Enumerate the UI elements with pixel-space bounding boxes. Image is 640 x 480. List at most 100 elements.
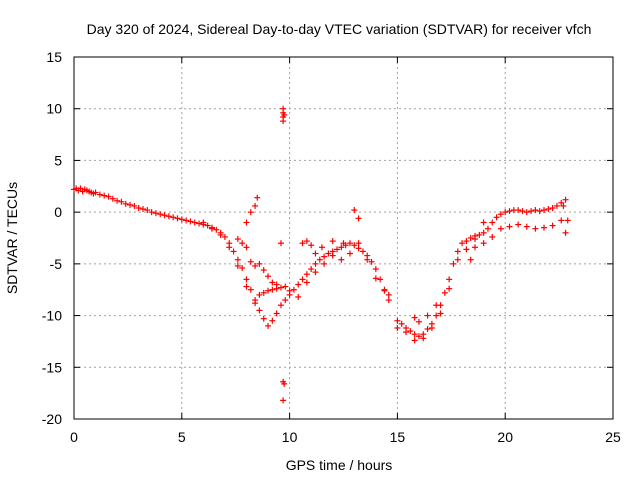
data-point [385, 291, 392, 298]
data-point [325, 250, 332, 257]
data-point [277, 240, 284, 247]
data-point [217, 231, 224, 238]
data-point [467, 235, 474, 241]
data-point [260, 315, 267, 322]
data-point [191, 219, 198, 226]
data-point [135, 205, 142, 212]
data-point [204, 222, 211, 229]
data-point [92, 189, 99, 196]
data-point [157, 211, 164, 218]
data-point [420, 335, 427, 342]
data-point [403, 329, 410, 336]
data-point [254, 194, 261, 201]
data-point [208, 225, 215, 232]
data-point [472, 244, 479, 251]
data-point [269, 317, 276, 324]
data-point [454, 256, 461, 263]
data-point [463, 238, 470, 245]
data-point [277, 284, 284, 291]
data-point [437, 310, 444, 317]
data-point [170, 214, 177, 221]
data-point [127, 201, 134, 208]
data-point [433, 312, 440, 319]
y-tick-label: -5 [50, 256, 63, 272]
data-point [109, 195, 116, 202]
data-point [364, 256, 371, 263]
data-point [243, 283, 250, 290]
data-point [454, 248, 461, 255]
data-point [299, 276, 306, 283]
data-point [415, 318, 422, 325]
data-point [269, 279, 276, 286]
data-point [239, 264, 246, 271]
data-point [77, 185, 84, 192]
data-point [318, 244, 325, 251]
data-point [558, 217, 565, 224]
data-point [467, 256, 474, 263]
data-point [96, 191, 103, 198]
data-point [441, 289, 448, 296]
data-point [312, 260, 319, 267]
data-point [541, 224, 548, 231]
data-point [282, 283, 289, 290]
data-point [562, 196, 569, 203]
data-point [308, 266, 315, 273]
data-point [489, 233, 496, 240]
data-point [558, 199, 565, 206]
plot-frame [73, 56, 614, 420]
data-point [532, 207, 539, 214]
data-point [549, 222, 556, 229]
data-point [256, 291, 263, 298]
data-point [385, 297, 392, 304]
grid [74, 57, 613, 419]
data-point [411, 314, 418, 321]
data-point [114, 197, 121, 204]
data-point [105, 193, 112, 200]
data-point [334, 246, 341, 253]
y-ticks: -20 -15 -10 -5 0 5 10 15 [42, 49, 613, 427]
data-point [295, 281, 302, 288]
y-tick-label: 5 [54, 152, 62, 168]
data-point [303, 271, 310, 278]
data-point [359, 248, 366, 255]
data-point [260, 267, 267, 274]
data-point [545, 206, 552, 213]
data-point [355, 245, 362, 252]
data-point [476, 231, 483, 238]
data-point [355, 215, 362, 222]
data-point [450, 260, 457, 267]
data-point [316, 256, 323, 263]
data-point [411, 337, 418, 344]
data-point [196, 220, 203, 227]
data-point [519, 208, 526, 215]
data-point [234, 262, 241, 269]
data-point [446, 276, 453, 283]
data-point [355, 240, 362, 247]
data-point [252, 262, 259, 269]
data-points [71, 105, 571, 404]
data-point [144, 207, 151, 214]
data-point [484, 225, 491, 232]
data-point [174, 215, 181, 222]
data-point [122, 200, 129, 207]
x-axis-label: GPS time / hours [286, 457, 393, 473]
data-point [161, 212, 168, 219]
data-point [277, 302, 284, 309]
data-point [200, 219, 207, 226]
data-point [368, 258, 375, 265]
data-point [338, 256, 345, 263]
y-tick-label: -10 [42, 308, 62, 324]
data-point [480, 240, 487, 247]
data-point [101, 192, 108, 199]
data-point [340, 240, 347, 247]
y-tick-label: -20 [42, 411, 62, 427]
data-point [497, 225, 504, 232]
data-point [295, 293, 302, 300]
data-point [256, 307, 263, 314]
data-point [515, 207, 522, 214]
x-tick-label: 0 [70, 429, 78, 445]
x-tick-label: 15 [390, 429, 406, 445]
data-point [553, 202, 560, 209]
data-point [290, 286, 297, 293]
